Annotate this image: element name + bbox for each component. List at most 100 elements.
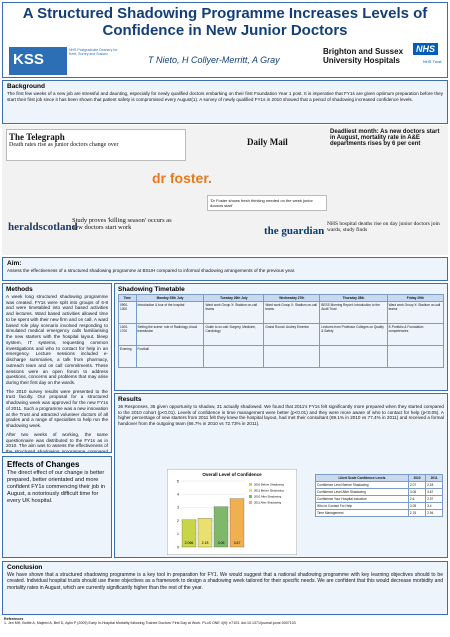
- header-cell: 2010: [407, 474, 427, 482]
- headline: Study proves 'killing season' occurs as …: [72, 217, 172, 231]
- cell: Confidence Level Before Shadowing: [315, 481, 409, 489]
- text: The first few weeks of a new job are str…: [7, 91, 443, 102]
- header-row: Likert Scale Confidence Levels 2010 2011: [315, 474, 443, 482]
- legend-label: 2010 After Shadowing: [254, 495, 282, 499]
- cell: Ward work Group X: Stadium on-call teams: [386, 301, 445, 324]
- value-label: 2.18: [202, 541, 209, 545]
- y-tick-label: 0: [177, 545, 179, 549]
- background-section: Background The first few weeks of a new …: [2, 80, 448, 124]
- cell: Introduction & tour of the hospital: [135, 301, 205, 324]
- heading: Shadowing Timetable: [118, 286, 185, 293]
- results-section: Results 36 Responses, 35 given opportuni…: [114, 393, 448, 558]
- heading: Background: [7, 83, 45, 90]
- text: Assess the effectiveness of a structured…: [7, 268, 296, 273]
- row: Who to Contact For Help 3.05 3.4: [315, 502, 443, 510]
- cell: 3.4: [425, 502, 443, 510]
- legend-swatch: [249, 483, 252, 486]
- header-cell: Likert Scale Confidence Levels: [315, 474, 409, 482]
- cell: Evening: [118, 345, 137, 368]
- cell: Ward work Group X: Stadium on-call teams: [203, 301, 265, 324]
- cell: 3.06: [407, 488, 427, 496]
- row: Confidence Level Before Shadowing 2.07 2.1…: [315, 481, 443, 489]
- legend-label: 2011 After Shadowing: [254, 501, 282, 505]
- heading: Aim:: [7, 260, 22, 267]
- cell: [386, 345, 445, 368]
- cell: 2.07: [407, 481, 427, 489]
- masthead: the guardian: [264, 225, 325, 237]
- header: A Structured Shadowing Programme Increas…: [2, 2, 448, 78]
- header-cell: Time: [118, 294, 137, 302]
- chart-title: Overall Level of Confidence: [202, 472, 262, 477]
- cell: BESS Morning Report: Introduction to the…: [319, 301, 388, 324]
- headline: 'Dr Foster shows fresh thinking needed o…: [207, 195, 327, 211]
- nhs-badge: NHS: [413, 43, 439, 55]
- cell: E-Portfolio & Foundation competencies: [386, 323, 445, 346]
- cell: 2.6: [407, 495, 427, 503]
- header-cell: Thursday 28th: [319, 294, 388, 302]
- conclusion-section: Conclusion We have shown that a structur…: [2, 561, 448, 615]
- heading: References: [4, 617, 24, 621]
- y-tick-label: 1: [177, 532, 179, 536]
- cell: 3.67: [425, 488, 443, 496]
- aim-section: Aim: Assess the effectiveness of a struc…: [2, 257, 448, 281]
- cell: Ward work Group X: Stadium on-call teams: [263, 301, 321, 324]
- text: We have shown that a structured shadowin…: [7, 572, 443, 591]
- cell: [263, 345, 321, 368]
- bar: [229, 498, 245, 548]
- likert: Likert Scale Confidence Levels 2010 2011 Co…: [315, 474, 443, 517]
- bar: [213, 506, 229, 548]
- legend-swatch: [249, 501, 252, 504]
- legend-label: 2011 Before Shadowing: [254, 489, 284, 493]
- likert-table: Likert Scale Confidence Levels 2010 2011 Co…: [315, 474, 443, 517]
- logo-sub: NHS Postgraduate Deanery for Kent, Surre…: [69, 48, 118, 56]
- paragraph: The 2010 survey results were presented t…: [6, 388, 108, 429]
- bar: [181, 519, 197, 548]
- logo-text: KSS: [13, 51, 44, 68]
- row: Confidence Level After Shadowing 3.06 3.67: [315, 488, 443, 496]
- cell: Guide to on-call: Surgery, Medicine, Car…: [203, 323, 265, 346]
- text: 36 Responses, 35 given opportunity to sh…: [118, 404, 444, 427]
- cell: 3.05: [407, 502, 427, 510]
- value-label: 3.67: [234, 541, 241, 545]
- clipping: The Telegraph Death rates rise as junior …: [6, 129, 186, 161]
- y-tick-label: 4: [177, 493, 179, 497]
- y-tick-label: 2: [177, 519, 179, 523]
- effects-section: Effects of Changes The direct effect of …: [2, 456, 112, 558]
- header-cell: Monday 25th July: [135, 294, 205, 302]
- paragraph: After two weeks of working, the same que…: [6, 431, 108, 453]
- cell: 0900-1300: [118, 301, 137, 324]
- cell: Confidence Your Hospital Induction: [315, 495, 409, 503]
- legend-label: 2010 Before Shadowing: [254, 483, 284, 487]
- row: Confidence Your Hospital Induction 2.6 2.9…: [315, 495, 443, 503]
- title: A Structured Shadowing Programme Increas…: [22, 5, 428, 39]
- logo-kss: KSS: [9, 47, 67, 75]
- legend-swatch: [249, 495, 252, 498]
- header-cell: Wednesday 27th: [263, 294, 321, 302]
- masthead: heraldscotland: [8, 221, 78, 233]
- header-row: Time Monday 25th July Tuesday 26th July Wed…: [118, 294, 445, 302]
- value-label: 3.06: [218, 541, 225, 545]
- cell: 2.18: [425, 481, 443, 489]
- references: References 1. Jen MH, Bottle A, Majeed A…: [4, 617, 446, 625]
- methods-section: Methods A week long structured shadowing…: [2, 283, 112, 453]
- heading: Results: [118, 396, 142, 403]
- header-cell: Friday 29th: [386, 294, 445, 302]
- cell: [319, 345, 388, 368]
- header-cell: 2011: [425, 474, 443, 482]
- logo-bsuh: Brighton and Sussex University Hospitals: [323, 47, 404, 65]
- timetable: Time Monday 25th July Tuesday 26th July Wed…: [118, 294, 445, 368]
- cell: 1400-1700: [118, 323, 137, 346]
- timetable-section: Shadowing Timetable Time Monday 25th July…: [114, 283, 448, 391]
- headline: Deadliest month: As new doctors start in…: [330, 129, 440, 147]
- cell: 2.94: [425, 509, 443, 517]
- cell: Grand Round: Audrey Emerton: [263, 323, 321, 346]
- row: 1400-1700 Setting the scene: role of Radi…: [118, 323, 445, 346]
- authors: T Nieto, H Collyer-Merritt, A Gray: [148, 55, 280, 65]
- cell: Lectures from Professor Colleges on Qual…: [319, 323, 388, 346]
- masthead: dr foster.: [152, 170, 212, 186]
- text: A week long structured shadowing program…: [6, 294, 108, 453]
- heading: Methods: [6, 286, 33, 293]
- value-label: 2.066: [185, 541, 194, 545]
- headline: Death rates rise as junior doctors chang…: [9, 142, 119, 148]
- masthead: Daily Mail: [247, 137, 288, 147]
